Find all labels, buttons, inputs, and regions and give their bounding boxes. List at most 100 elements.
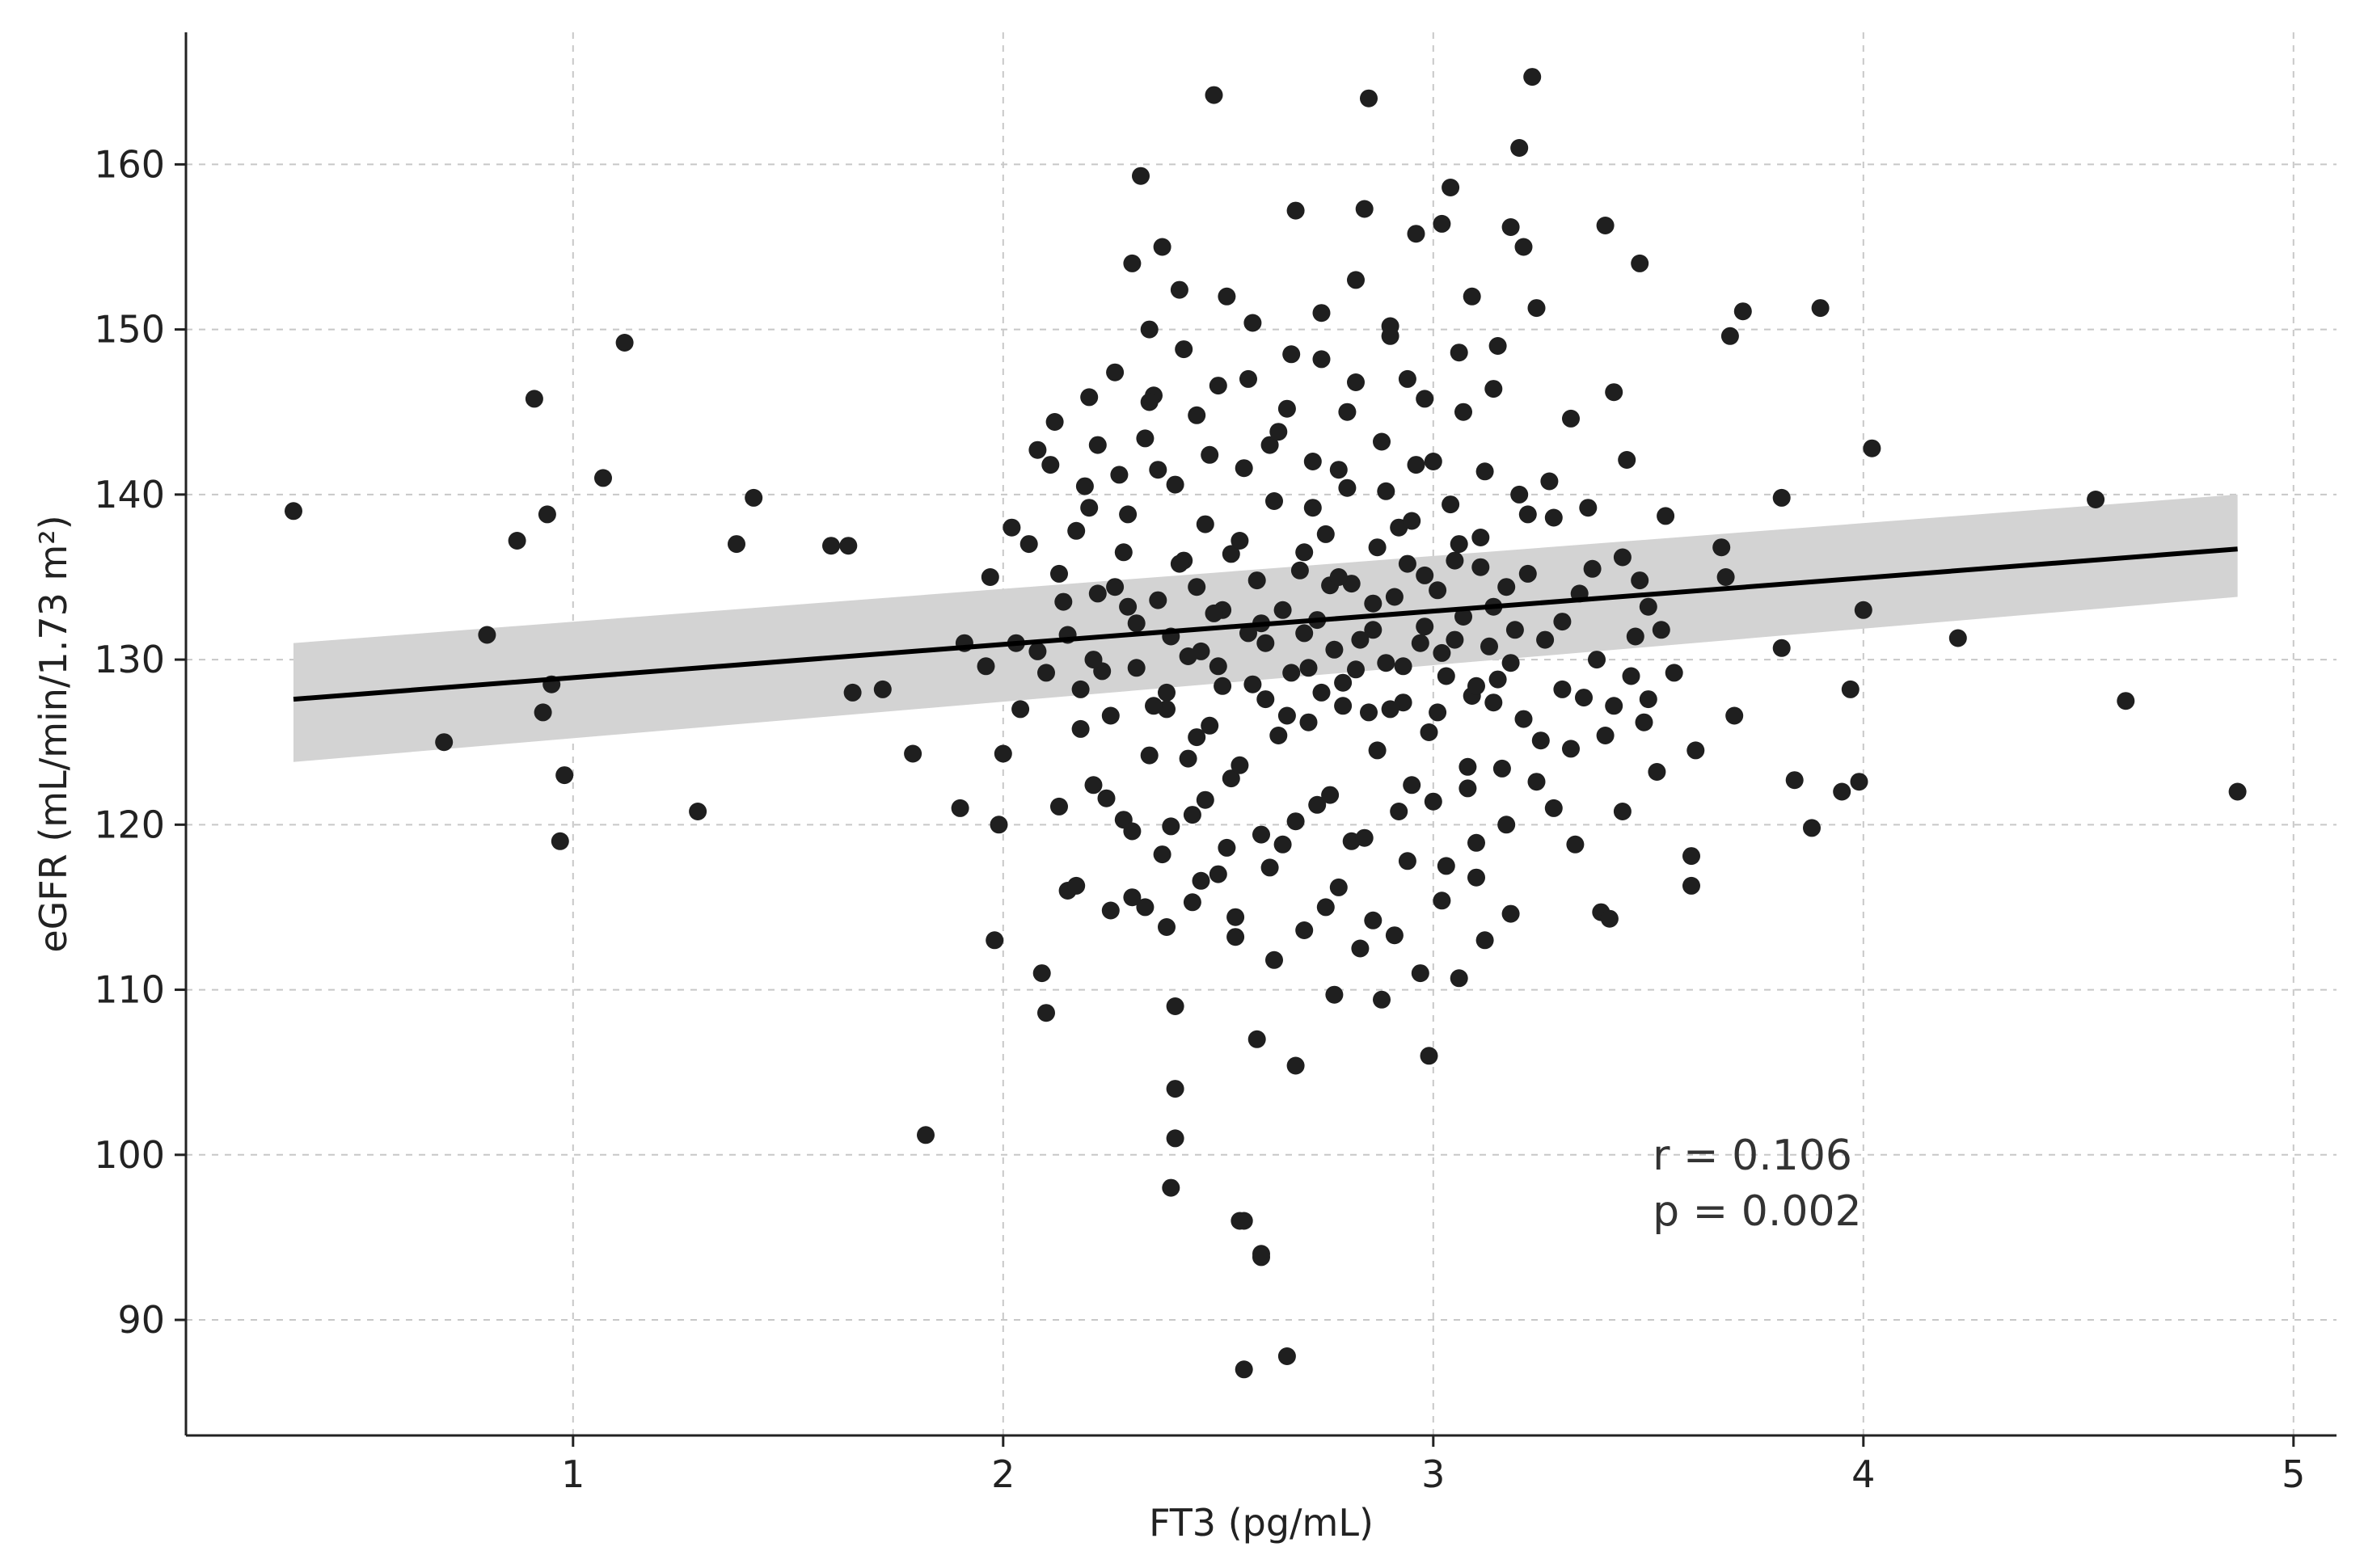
data-point (1329, 878, 1348, 896)
data-point (1381, 317, 1399, 335)
data-point (1716, 568, 1735, 586)
data-point (1179, 749, 1197, 768)
data-point (1566, 835, 1585, 854)
data-point (1166, 1080, 1184, 1098)
data-point (1639, 690, 1657, 709)
data-point (1501, 218, 1520, 236)
data-point (1277, 399, 1296, 418)
data-point (1050, 797, 1068, 816)
data-point (1235, 1360, 1253, 1379)
data-point (1368, 538, 1387, 557)
data-point (1269, 423, 1288, 441)
data-point (1596, 727, 1615, 744)
data-point (1553, 613, 1572, 631)
data-point (1067, 521, 1086, 540)
data-point (1282, 664, 1301, 682)
data-point (1605, 383, 1623, 402)
data-point (1282, 345, 1301, 364)
data-point (1110, 466, 1129, 484)
data-point (1312, 350, 1331, 369)
data-point (1588, 651, 1606, 669)
data-point (1316, 898, 1335, 917)
data-point (1682, 876, 1700, 895)
data-point (1132, 166, 1150, 185)
data-point (1497, 578, 1516, 596)
data-point (1811, 299, 1830, 318)
data-point (1355, 828, 1374, 847)
data-point (285, 502, 302, 521)
y-tick-label: 110 (94, 968, 165, 1012)
data-point (1475, 931, 1494, 950)
data-point (1420, 723, 1438, 741)
regression-fit-line (293, 546, 2238, 702)
data-point (1488, 670, 1507, 689)
tick-labels: 1 2 3 4 5 90 100 110 120 130 140 150 160 (94, 142, 2305, 1496)
data-point (1631, 254, 1649, 272)
data-point (1540, 472, 1559, 491)
data-point (1450, 535, 1468, 554)
data-point (1045, 413, 1064, 431)
data-point (1648, 763, 1666, 781)
data-point (1544, 799, 1563, 817)
data-point (1373, 432, 1391, 451)
x-tick-label: 5 (2282, 1452, 2305, 1496)
data-point (1149, 591, 1167, 609)
data-point (478, 626, 496, 644)
data-point (1140, 320, 1159, 339)
data-point (1252, 825, 1270, 844)
data-point (1514, 238, 1533, 256)
data-point (1101, 901, 1120, 920)
data-point (1562, 740, 1580, 758)
data-point (904, 744, 922, 763)
data-point (1347, 373, 1365, 391)
data-point (1277, 706, 1296, 725)
data-point (1833, 782, 1851, 801)
data-point (1639, 597, 1657, 616)
data-point (1286, 201, 1305, 220)
data-point (1536, 630, 1555, 649)
y-tick-label: 120 (94, 803, 165, 846)
data-point (1316, 525, 1335, 543)
data-point (1140, 393, 1159, 411)
data-point (1475, 462, 1494, 481)
data-point (1407, 456, 1425, 474)
data-point (1446, 630, 1464, 649)
data-point (1106, 578, 1125, 596)
data-point (1355, 200, 1374, 218)
data-point (1329, 568, 1348, 586)
data-point (1175, 340, 1193, 359)
data-point (822, 537, 840, 555)
data-point (1626, 627, 1644, 646)
data-point (1136, 898, 1155, 917)
data-point (1501, 654, 1520, 672)
data-point (1140, 746, 1159, 765)
x-tick-label: 1 (561, 1452, 585, 1496)
data-point (1364, 911, 1383, 929)
data-point (1416, 390, 1434, 408)
data-point (1523, 68, 1542, 86)
data-point (1265, 950, 1283, 969)
data-point (1463, 287, 1481, 306)
data-point (1312, 683, 1331, 702)
data-point (986, 931, 1004, 950)
data-point (1377, 482, 1395, 500)
data-point (1170, 554, 1188, 573)
data-point (1403, 776, 1421, 795)
data-point (1290, 561, 1309, 580)
x-tick-label: 2 (991, 1452, 1015, 1496)
data-point (1136, 429, 1155, 448)
y-tick-label: 90 (117, 1298, 165, 1342)
data-point (1373, 990, 1391, 1009)
data-point (1273, 835, 1292, 854)
data-point (1123, 822, 1142, 841)
data-point (1398, 852, 1416, 870)
data-point (1596, 217, 1615, 234)
y-axis-label: eGFR (mL/min/1.73 m²) (32, 515, 75, 952)
data-point (1222, 769, 1240, 788)
data-point (1192, 871, 1210, 890)
data-point (1205, 86, 1223, 104)
data-point (951, 799, 969, 817)
data-point (1303, 453, 1322, 470)
data-point (1467, 677, 1485, 695)
data-point (1003, 518, 1021, 537)
